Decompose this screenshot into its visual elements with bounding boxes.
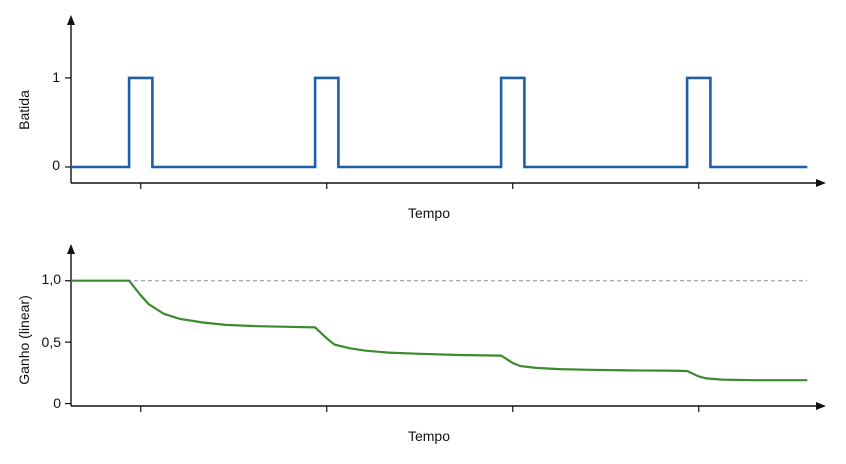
gain-series-line bbox=[71, 279, 808, 382]
gain-ytick-label-0: 0 bbox=[53, 395, 61, 411]
gain-ytick-label-1-0: 1,0 bbox=[42, 271, 62, 287]
beat-x-axis-arrow bbox=[816, 179, 826, 187]
beat-y-axis-title: Batida bbox=[16, 90, 32, 130]
beat-ytick-label-1: 1 bbox=[52, 69, 60, 85]
beat-x-axis-title: Tempo bbox=[408, 205, 450, 221]
beat-ytick-label-0: 0 bbox=[52, 157, 60, 173]
gain-x-axis-title: Tempo bbox=[408, 428, 450, 444]
gain-y-axis-title: Ganho (linear) bbox=[16, 295, 32, 385]
gain-x-axis-arrow bbox=[816, 402, 826, 410]
gain-panel: 1,0 0,5 0 Ganho (linear) Tempo bbox=[16, 244, 826, 444]
beat-panel: 1 0 Batida Tempo bbox=[16, 15, 826, 221]
beat-series-line bbox=[71, 76, 808, 169]
beat-y-axis-arrow bbox=[67, 15, 75, 25]
gain-y-axis-arrow bbox=[67, 244, 75, 254]
gain-ytick-label-0-5: 0,5 bbox=[42, 334, 62, 350]
gain-ticks bbox=[65, 280, 700, 412]
beat-ticks bbox=[65, 77, 700, 189]
